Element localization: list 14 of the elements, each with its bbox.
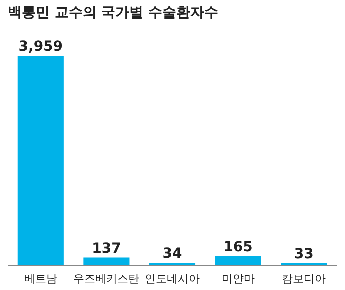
bar xyxy=(215,256,262,265)
data-label: 34 xyxy=(162,246,182,262)
x-tick-label: 베트남 xyxy=(24,272,58,286)
data-label: 3,959 xyxy=(18,39,64,55)
data-label: 137 xyxy=(92,240,122,257)
bar xyxy=(18,56,64,265)
x-tick-label: 미얀마 xyxy=(222,272,255,286)
data-label: 33 xyxy=(294,246,314,262)
x-tick-label: 인도네시아 xyxy=(145,272,200,286)
bar xyxy=(84,258,130,265)
x-tick-label: 캄보디아 xyxy=(282,272,326,286)
x-tick-label: 우즈베키스탄 xyxy=(74,272,140,286)
chart-title: 백롱민 교수의 국가별 수술환자수 xyxy=(8,5,219,21)
data-label: 165 xyxy=(224,239,253,256)
